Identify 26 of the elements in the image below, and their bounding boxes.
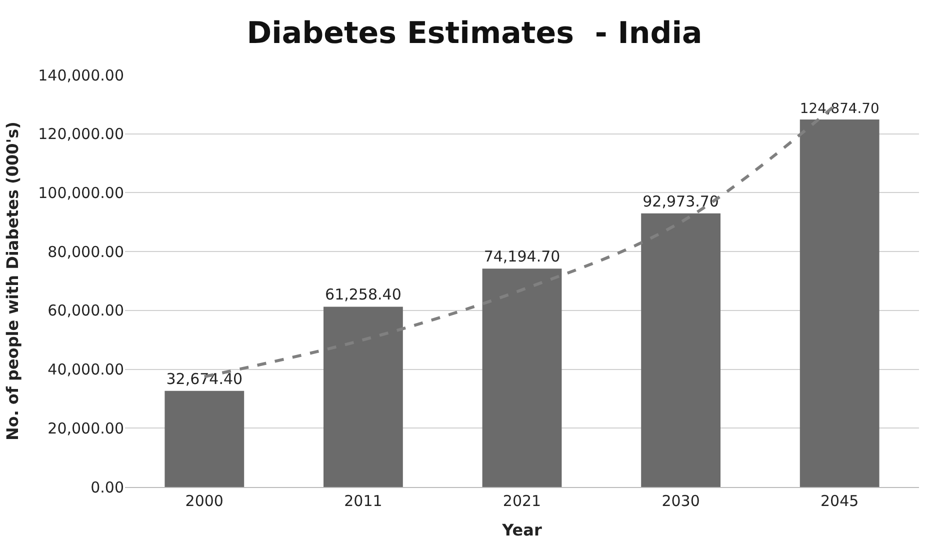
x-tick-label: 2011 (344, 492, 382, 510)
data-label: 32,674.40 (166, 370, 243, 388)
y-tick-label: 80,000.00 (48, 242, 124, 261)
x-tick-label: 2000 (185, 492, 224, 510)
y-tick-label: 0.00 (90, 478, 124, 496)
data-label: 61,258.40 (325, 286, 402, 304)
bar (800, 120, 880, 487)
bar (164, 390, 244, 487)
data-label: 74,194.70 (484, 248, 560, 266)
data-label: 92,973.70 (642, 192, 719, 210)
y-tick-label: 40,000.00 (48, 360, 124, 379)
y-tick-label: 20,000.00 (48, 419, 124, 438)
y-axis-title: No. of people with Diabetes (000's) (3, 122, 22, 440)
bar (482, 268, 562, 487)
y-tick-label: 120,000.00 (38, 125, 124, 144)
x-tick-label: 2021 (502, 492, 542, 510)
y-tick-label: 60,000.00 (48, 302, 124, 320)
chart-title: Diabetes Estimates - India (246, 16, 702, 51)
bar (641, 213, 720, 487)
x-tick-label: 2030 (662, 492, 700, 510)
x-tick-label: 2045 (820, 492, 859, 510)
x-axis-title: Year (501, 520, 542, 540)
y-tick-label: 100,000.00 (38, 184, 124, 202)
data-label: 124,874.70 (800, 100, 880, 117)
bar (324, 306, 403, 487)
y-tick-label: 140,000.00 (38, 66, 124, 84)
